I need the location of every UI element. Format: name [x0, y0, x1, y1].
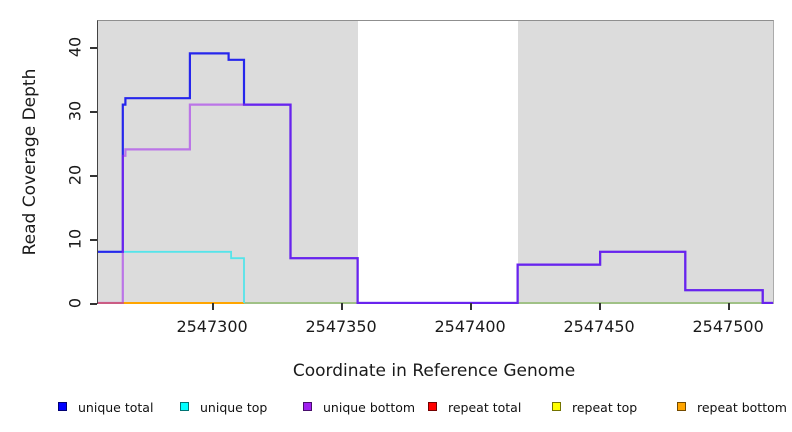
y-tick-label: 0: [65, 297, 85, 309]
x-tick-label: 2547350: [305, 317, 377, 336]
x-axis-label: Coordinate in Reference Genome: [292, 361, 576, 381]
x-axis-tick: [212, 303, 214, 310]
x-tick-label: 2547400: [434, 317, 506, 336]
masked-region-band: [357, 21, 518, 304]
legend-label: repeat total: [448, 400, 522, 415]
coverage-lines: [98, 52, 773, 304]
x-tick-label: 2547300: [176, 317, 248, 336]
legend-swatch-icon: [677, 402, 686, 411]
legend-swatch-icon: [303, 402, 312, 411]
series-line-unique-total: [98, 52, 773, 304]
series-line-unique-bottom: [98, 103, 773, 304]
plot-area: [97, 20, 774, 304]
legend-swatch-icon: [58, 402, 67, 411]
y-axis-tick: [90, 303, 97, 305]
legend-swatch-icon: [428, 402, 437, 411]
x-tick-label: 2547450: [563, 317, 635, 336]
legend-label: repeat bottom: [697, 400, 787, 415]
y-axis-tick: [90, 111, 97, 113]
legend-label: unique top: [200, 400, 268, 415]
x-axis-tick: [341, 303, 343, 310]
legend-swatch-icon: [180, 402, 189, 411]
legend-label: repeat top: [572, 400, 638, 415]
x-axis-tick: [728, 303, 730, 310]
x-axis-tick: [599, 303, 601, 310]
y-axis-tick: [90, 239, 97, 241]
y-tick-label: 20: [65, 164, 85, 186]
y-axis-tick: [90, 175, 97, 177]
series-line-unique-top: [98, 250, 245, 303]
y-tick-label: 10: [65, 228, 85, 250]
legend-label: unique bottom: [323, 400, 416, 415]
x-axis-tick: [470, 303, 472, 310]
y-tick-label: 30: [65, 100, 85, 122]
legend-label: unique total: [78, 400, 154, 415]
y-axis-tick: [90, 47, 97, 49]
x-tick-label: 2547500: [692, 317, 764, 336]
y-axis-label: Read Coverage Depth: [20, 68, 40, 256]
y-tick-label: 40: [65, 36, 85, 58]
legend-swatch-icon: [552, 402, 561, 411]
